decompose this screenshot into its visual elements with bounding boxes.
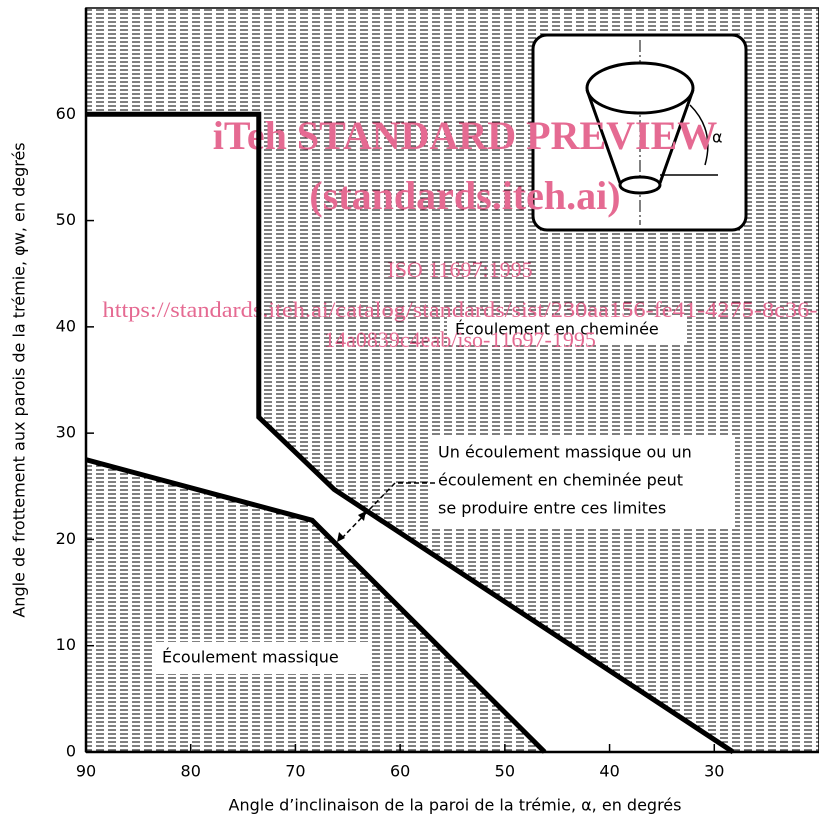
x-tick-label: 80 — [181, 762, 201, 781]
annotation-line: Un écoulement massique ou un — [438, 443, 692, 462]
y-tick-label: 30 — [56, 423, 76, 442]
x-tick-label: 60 — [390, 762, 410, 781]
y-tick-label: 40 — [56, 316, 76, 335]
annotation-line: se produire entre ces limites — [438, 499, 666, 518]
y-tick-label: 20 — [56, 529, 76, 548]
y-axis-title: Angle de frottement aux parois de la tré… — [10, 142, 29, 617]
watermark: 14a0839c4eab/iso-11697-1995 — [324, 327, 596, 352]
cone-bottom — [620, 177, 660, 193]
watermark: ISO 11697:1995 — [387, 257, 532, 282]
x-tick-label: 40 — [599, 762, 619, 781]
x-tick-label: 70 — [285, 762, 305, 781]
page: {"chart_data":{"type":"line", "x_label":… — [0, 0, 819, 818]
x-axis-title: Angle d’inclinaison de la paroi de la tr… — [229, 796, 682, 815]
watermark: (standards.iteh.ai) — [309, 173, 620, 218]
x-tick-label: 90 — [76, 762, 96, 781]
annotation-line: écoulement en cheminée peut — [438, 471, 683, 490]
watermark: https://standards.iteh.ai/catalog/standa… — [103, 297, 818, 322]
region-label: Écoulement massique — [162, 648, 339, 667]
cone-top — [587, 63, 693, 113]
y-tick-label: 10 — [56, 635, 76, 654]
y-tick-label: 60 — [56, 104, 76, 123]
y-tick-label: 0 — [66, 742, 76, 761]
x-tick-label: 50 — [495, 762, 515, 781]
watermark: iTeh STANDARD PREVIEW — [213, 113, 718, 158]
y-tick-label: 50 — [56, 210, 76, 229]
chart: 908070605040300102030405060 Écoulement e… — [0, 0, 819, 818]
x-tick-label: 30 — [704, 762, 724, 781]
